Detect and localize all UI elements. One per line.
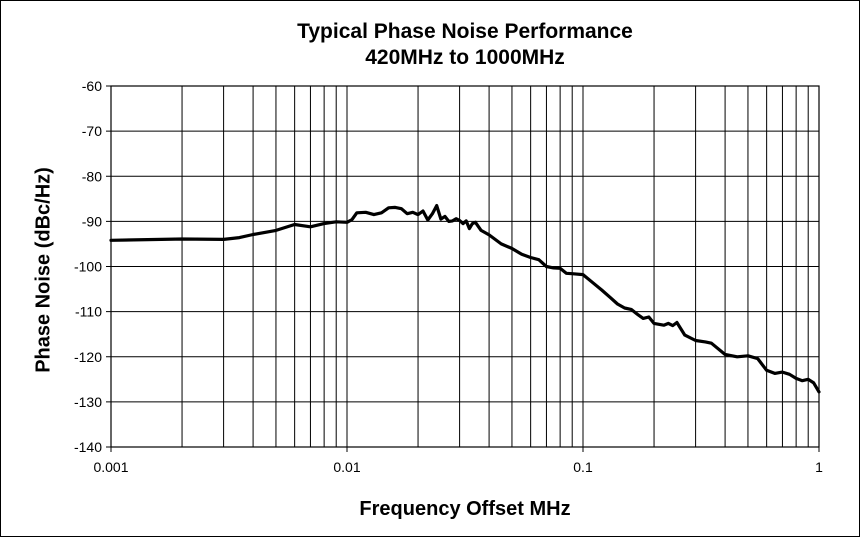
y-tick-label: -130 (74, 394, 102, 410)
y-tick-label: -80 (82, 168, 102, 184)
chart-title: Typical Phase Noise Performance (297, 20, 633, 43)
x-tick-label: 0.1 (573, 459, 593, 475)
y-tick-label: -140 (74, 439, 102, 455)
x-tick-label: 0.001 (93, 459, 128, 475)
y-tick-label: -90 (82, 213, 102, 229)
phase-noise-series-line (109, 204, 821, 394)
x-tick-label: 1 (815, 459, 823, 475)
y-tick-label: -100 (74, 259, 102, 275)
y-tick-label: -120 (74, 349, 102, 365)
y-tick-label: -70 (82, 123, 102, 139)
y-tick-label: -60 (82, 78, 102, 94)
y-axis-label: Phase Noise (dBc/Hz) (32, 167, 55, 373)
x-axis-label: Frequency Offset MHz (359, 498, 571, 520)
y-tick-label: -110 (75, 304, 102, 320)
x-tick-label: 0.01 (333, 459, 360, 475)
chart-subtitle: 420MHz to 1000MHz (365, 46, 565, 69)
